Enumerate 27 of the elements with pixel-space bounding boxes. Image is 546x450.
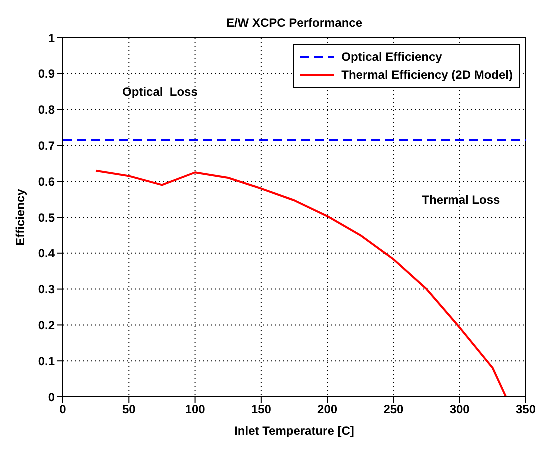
y-tick-label: 0.2	[38, 318, 56, 332]
x-tick-label: 150	[251, 402, 272, 417]
x-tick-label: 100	[185, 402, 206, 417]
x-tick-label: 250	[384, 402, 404, 417]
y-tick-label: 0.6	[38, 174, 56, 189]
line-series	[95, 170, 508, 397]
x-tick-label: 200	[318, 402, 338, 417]
y-tick-label: 0.5	[38, 210, 56, 225]
y-tick-label: 0.8	[38, 103, 56, 118]
y-axis-title: Efficiency	[13, 188, 28, 246]
x-tick-label: 50	[122, 402, 136, 417]
y-tick-label: 0.1	[38, 354, 56, 368]
x-axis-title: Inlet Temperature [C]	[234, 424, 354, 438]
x-tick-label: 350	[516, 402, 536, 417]
y-tick-label: 0.4	[38, 246, 56, 261]
x-tick-label: 0	[60, 402, 67, 417]
y-tick-label: 0.3	[38, 282, 56, 297]
legend-label: Optical Efficiency	[342, 49, 442, 66]
y-tick-label: 1	[48, 31, 56, 46]
x-tick-label: 300	[450, 402, 470, 417]
annotation: Optical Loss	[122, 84, 198, 99]
annotation: Thermal Loss	[422, 192, 500, 207]
y-tick-label: 0.7	[38, 138, 56, 153]
legend-label: Thermal Efficiency (2D Model)	[342, 67, 513, 84]
y-tick-label: 0.9	[38, 67, 56, 82]
y-tick-label: 0	[48, 390, 56, 404]
chart-title: E/W XCPC Performance	[225, 16, 364, 30]
